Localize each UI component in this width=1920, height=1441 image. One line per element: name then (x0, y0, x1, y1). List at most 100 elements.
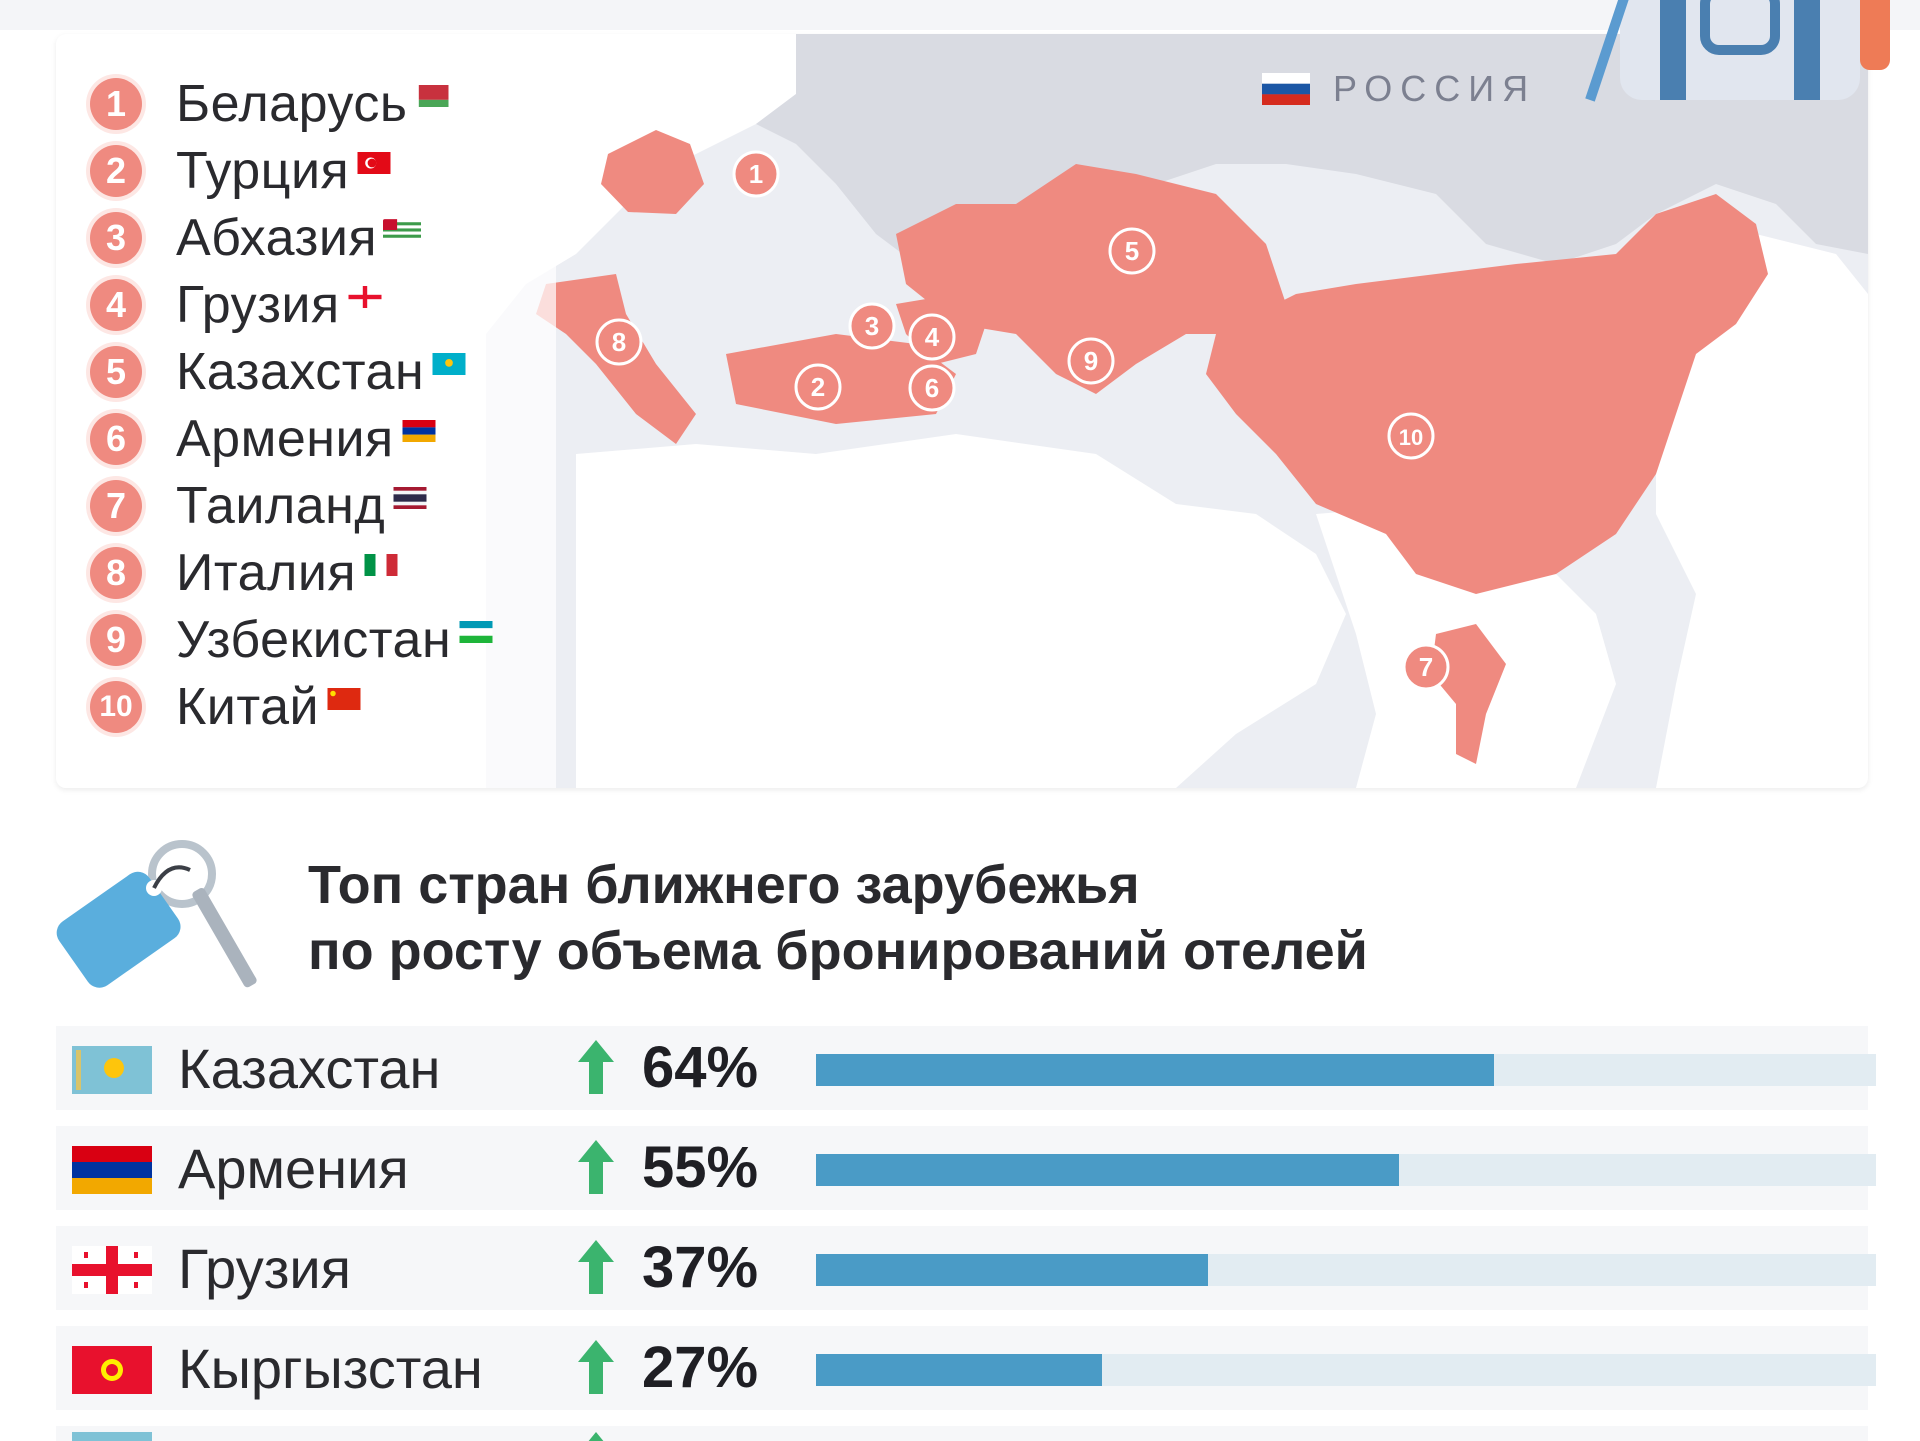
marker-label: 1 (749, 159, 763, 189)
legend-country: Абхазия (176, 209, 378, 267)
uzbekistan-flag-icon (72, 1432, 152, 1441)
marker-label: 7 (1419, 652, 1433, 682)
map-markers (595, 150, 1450, 691)
growth-row: Армения 55% (56, 1126, 1876, 1210)
legend-number: 9 (90, 614, 142, 666)
georgia-flag-icon (348, 286, 382, 308)
up-arrow-icon (588, 1432, 604, 1441)
marker-label: 10 (1399, 425, 1423, 450)
marker-6 (908, 364, 956, 412)
turkey-shape (726, 334, 956, 424)
marker-5 (1108, 227, 1156, 275)
growth-country: Армения (178, 1137, 409, 1200)
marker-8 (595, 318, 643, 366)
legend-country: Грузия (176, 276, 340, 334)
thailand-flag-icon (393, 487, 427, 509)
africa-mideast-land (576, 434, 1346, 788)
russia-label-text: РОССИЯ (1333, 68, 1537, 109)
up-arrow-icon (578, 1040, 614, 1094)
up-arrow-icon (578, 1140, 614, 1194)
legend-country: Беларусь (176, 75, 408, 133)
growth-percent: 55% (642, 1135, 759, 1200)
marker-label: 3 (865, 311, 879, 341)
legend-item: 2 Турция (90, 141, 393, 201)
marker-2 (794, 363, 842, 411)
uzbekistan-flag-icon (459, 621, 493, 643)
east-asia-land (1656, 234, 1868, 788)
kazakhstan-uzbekistan-shape (896, 164, 1286, 394)
marker-label: 8 (612, 327, 626, 357)
legend-number: 2 (90, 145, 142, 197)
legend-item: 8 Италия (90, 543, 400, 603)
china-shape (1206, 194, 1768, 594)
section-title-line-1: Топ стран ближнего зарубежья (308, 855, 1140, 915)
legend-number: 6 (90, 413, 142, 465)
marker-label: 6 (925, 373, 939, 403)
up-arrow-icon (578, 1240, 614, 1294)
marker-label: 4 (925, 322, 940, 352)
growth-bar-track (816, 1354, 1876, 1386)
marker-label: 2 (811, 372, 825, 402)
legend-number: 7 (90, 480, 142, 532)
legend-item: 3 Абхазия (90, 208, 422, 268)
growth-bar-track (816, 1154, 1876, 1186)
legend-number: 3 (90, 212, 142, 264)
legend-country: Армения (176, 410, 394, 468)
growth-row: Грузия 37% (56, 1226, 1876, 1310)
legend-number: 5 (90, 346, 142, 398)
legend-item: 6 Армения (90, 409, 438, 469)
kazakhstan-flag-icon (432, 353, 466, 375)
growth-bar-track (816, 1254, 1876, 1286)
marker-1 (732, 150, 780, 198)
suitcase-icon (1585, 0, 1890, 102)
russia-flag-icon (1262, 73, 1310, 105)
marker-10 (1387, 412, 1435, 460)
armenia-flag-icon (72, 1146, 152, 1194)
legend-country: Китай (176, 678, 320, 736)
growth-country: Кыргызстан (178, 1337, 483, 1400)
legend-item: 5 Казахстан (90, 342, 468, 402)
georgia-flag-icon (72, 1246, 152, 1294)
map-card: 1 2 3 4 5 6 7 8 9 10 РОССИЯ 1 Беларусь 2… (56, 34, 1868, 788)
map-marker-labels: 1 2 3 4 5 6 7 8 9 10 (612, 159, 1433, 682)
growth-percent: 64% (642, 1035, 759, 1100)
legend-country: Таиланд (176, 477, 386, 535)
growth-percent: 27% (642, 1335, 759, 1400)
thailand-shape (1431, 624, 1506, 764)
kazakhstan-flag-icon (72, 1046, 152, 1094)
marker-label: 9 (1084, 346, 1098, 376)
map-legend: 1 Беларусь 2 Турция 3 Абхазия 4 Грузия 5… (56, 34, 556, 788)
growth-bar-fill (816, 1354, 1103, 1386)
belarus-shape (601, 130, 704, 214)
growth-bar-fill (816, 1054, 1495, 1086)
legend-item: 10 Китай (90, 677, 363, 737)
kyrgyzstan-flag-icon (72, 1346, 152, 1394)
legend-country: Казахстан (176, 343, 425, 401)
growth-row: Казахстан 64% (56, 1026, 1876, 1110)
legend-item: 1 Беларусь (90, 74, 451, 134)
growth-bar-track (816, 1054, 1876, 1086)
marker-3 (848, 302, 896, 350)
legend-item: 7 Таиланд (90, 476, 429, 536)
legend-number: 1 (90, 78, 142, 130)
growth-bar-fill (816, 1154, 1399, 1186)
legend-country: Турция (176, 142, 350, 200)
legend-number: 4 (90, 279, 142, 331)
growth-bar-fill (816, 1254, 1209, 1286)
growth-percent: 37% (642, 1235, 759, 1300)
growth-row: Кыргызстан 27% (56, 1326, 1876, 1410)
growth-country: Казахстан (178, 1037, 441, 1100)
abkhazia-flag-icon (383, 219, 422, 241)
russia-label: РОССИЯ (1261, 68, 1536, 110)
marker-label: 5 (1125, 236, 1139, 266)
marker-4 (908, 313, 956, 361)
legend-country: Узбекистан (176, 611, 452, 669)
italy-flag-icon (364, 554, 398, 576)
hotel-key-icon (56, 840, 257, 988)
legend-number: 10 (90, 681, 142, 733)
top-strip (0, 0, 1920, 30)
growth-row-partial (56, 1426, 1868, 1441)
turkey-flag-icon (357, 152, 391, 174)
legend-item: 4 Грузия (90, 275, 384, 335)
marker-9 (1067, 337, 1115, 385)
